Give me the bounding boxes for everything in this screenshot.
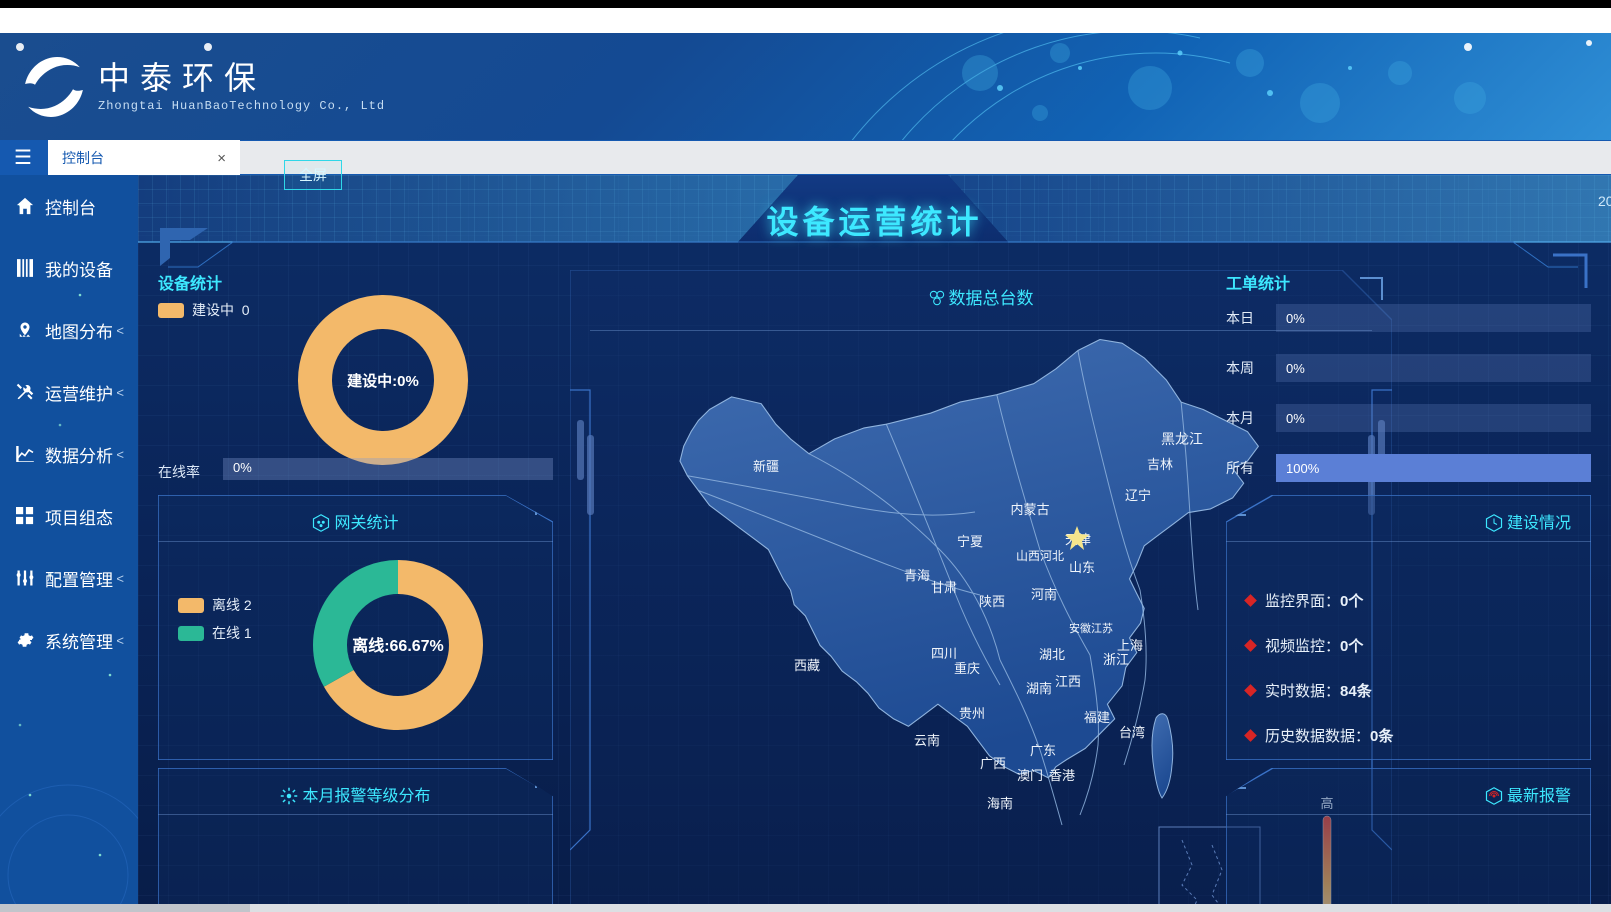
- svg-text:新疆: 新疆: [753, 459, 779, 474]
- svg-text:甘肃: 甘肃: [931, 580, 957, 595]
- svg-text:陕西: 陕西: [979, 594, 1005, 609]
- svg-text:海南: 海南: [987, 796, 1013, 811]
- svg-text:浙江: 浙江: [1103, 652, 1129, 667]
- svg-text:云南: 云南: [914, 733, 940, 748]
- svg-text:福建: 福建: [1084, 710, 1110, 725]
- svg-text:上海: 上海: [1117, 638, 1143, 653]
- svg-text:安徽江苏: 安徽江苏: [1069, 621, 1113, 635]
- svg-text:台湾: 台湾: [1119, 725, 1145, 740]
- svg-text:湖南: 湖南: [1026, 681, 1052, 696]
- svg-text:内蒙古: 内蒙古: [1010, 502, 1049, 517]
- svg-text:山东: 山东: [1069, 560, 1095, 575]
- svg-text:贵州: 贵州: [959, 706, 985, 721]
- svg-text:河南: 河南: [1031, 587, 1057, 602]
- svg-text:吉林: 吉林: [1147, 457, 1173, 472]
- svg-text:宁夏: 宁夏: [957, 534, 983, 549]
- svg-text:江西: 江西: [1055, 674, 1081, 689]
- svg-text:广西: 广西: [980, 756, 1006, 771]
- svg-text:辽宁: 辽宁: [1125, 488, 1151, 503]
- svg-text:黑龙江: 黑龙江: [1161, 431, 1203, 447]
- svg-text:建设中:0%: 建设中:0%: [347, 372, 419, 390]
- svg-text:山西河北: 山西河北: [1016, 549, 1064, 563]
- svg-text:青海: 青海: [904, 568, 930, 583]
- svg-text:香港: 香港: [1049, 768, 1075, 783]
- svg-text:广东: 广东: [1030, 743, 1056, 758]
- svg-text:离线:66.67%: 离线:66.67%: [352, 636, 444, 655]
- svg-text:重庆: 重庆: [954, 661, 980, 676]
- svg-text:湖北: 湖北: [1039, 647, 1065, 662]
- svg-text:西藏: 西藏: [794, 658, 820, 673]
- svg-text:澳门: 澳门: [1017, 768, 1043, 783]
- svg-text:四川: 四川: [931, 646, 957, 661]
